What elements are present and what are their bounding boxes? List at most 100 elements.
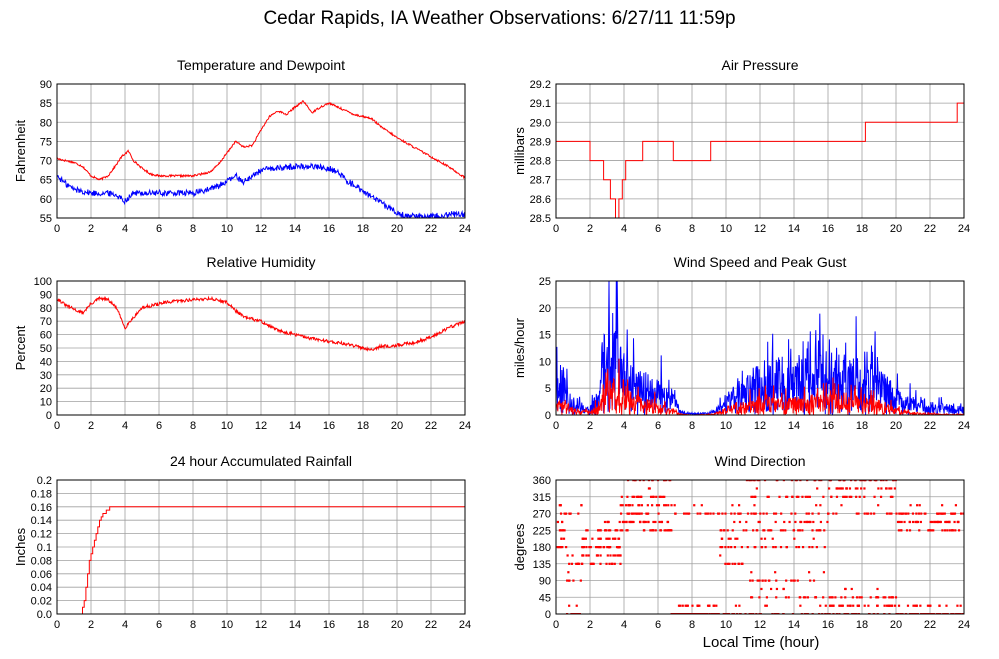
- direction-point: [630, 520, 633, 524]
- direction-point: [890, 596, 893, 599]
- x-tick-label: 6: [655, 619, 661, 631]
- direction-point: [562, 529, 565, 532]
- y-tick-label: 28.7: [530, 175, 551, 187]
- direction-point: [584, 537, 587, 540]
- x-tick-label: 4: [621, 420, 627, 432]
- y-tick-label: 5: [545, 383, 551, 395]
- x-axis-label: Local Time (hour): [702, 634, 820, 651]
- direction-point: [639, 495, 643, 498]
- direction-point: [693, 504, 696, 507]
- direction-point: [849, 604, 852, 607]
- direction-point: [916, 504, 919, 507]
- direction-point: [756, 579, 759, 582]
- direction-point: [658, 495, 661, 498]
- direction-point: [817, 512, 820, 515]
- direction-point: [819, 529, 822, 532]
- direction-point: [877, 504, 880, 507]
- direction-point: [770, 529, 773, 532]
- direction-point: [805, 520, 808, 524]
- y-tick-label: 270: [533, 509, 551, 521]
- direction-point: [867, 604, 870, 607]
- direction-point: [767, 495, 770, 498]
- y-tick-label: 0.02: [31, 596, 52, 608]
- direction-point: [728, 562, 731, 565]
- x-tick-label: 0: [54, 619, 60, 631]
- direction-point: [797, 546, 801, 549]
- direction-point: [893, 487, 896, 490]
- direction-point: [811, 529, 814, 532]
- direction-point: [577, 512, 580, 515]
- y-tick-label: 0.08: [31, 555, 52, 567]
- direction-point: [563, 512, 566, 515]
- direction-point: [820, 480, 823, 482]
- direction-point: [731, 504, 734, 507]
- direction-point: [609, 529, 612, 532]
- y-tick-label: 90: [40, 289, 52, 301]
- direction-point: [860, 596, 863, 599]
- direction-point: [632, 520, 635, 524]
- direction-point: [656, 480, 660, 482]
- direction-point: [787, 596, 790, 599]
- direction-point: [840, 596, 843, 599]
- y-tick-label: 225: [533, 525, 551, 537]
- direction-point: [730, 546, 733, 549]
- y-tick-label: 0.0: [37, 609, 52, 621]
- direction-point: [637, 504, 640, 507]
- direction-point: [696, 512, 699, 515]
- plot-frame: [555, 280, 965, 416]
- direction-point: [558, 529, 561, 532]
- y-axis-label: degrees: [512, 523, 527, 570]
- direction-point: [851, 596, 854, 599]
- direction-point: [941, 529, 944, 532]
- x-tick-label: 12: [255, 223, 267, 235]
- direction-point: [781, 529, 785, 532]
- direction-point: [807, 512, 810, 515]
- direction-point: [651, 495, 654, 498]
- direction-point: [898, 512, 901, 515]
- chart-title: Temperature and Dewpoint: [177, 57, 345, 73]
- x-tick-label: 16: [323, 619, 335, 631]
- direction-point: [860, 487, 863, 490]
- direction-point: [846, 604, 849, 607]
- direction-point: [698, 604, 701, 607]
- x-tick-label: 8: [689, 619, 695, 631]
- direction-point: [891, 596, 894, 599]
- direction-point: [591, 537, 594, 540]
- direction-point: [863, 487, 866, 490]
- y-tick-label: 360: [533, 475, 551, 487]
- direction-point: [911, 512, 915, 515]
- direction-point: [640, 504, 644, 507]
- direction-point: [589, 546, 592, 549]
- x-tick-label: 20: [890, 223, 902, 235]
- direction-point: [585, 546, 588, 549]
- direction-point: [790, 579, 793, 582]
- chart-title: Air Pressure: [721, 57, 798, 73]
- direction-point: [842, 480, 845, 482]
- direction-point: [674, 512, 677, 515]
- y-tick-label: 0: [46, 410, 52, 422]
- direction-point: [614, 554, 617, 557]
- direction-point: [842, 495, 845, 498]
- direction-point: [839, 487, 842, 490]
- direction-point: [606, 554, 609, 557]
- direction-point: [803, 520, 806, 524]
- direction-point: [779, 529, 783, 532]
- direction-point: [760, 537, 763, 540]
- y-tick-label: 28.6: [530, 194, 551, 206]
- direction-point: [562, 537, 566, 540]
- direction-point: [849, 480, 853, 482]
- direction-point: [804, 495, 807, 498]
- direction-point: [869, 480, 872, 482]
- y-axis-label: millibars: [512, 127, 527, 175]
- y-tick-label: 55: [40, 213, 52, 225]
- direction-point: [663, 480, 666, 482]
- direction-point: [760, 546, 763, 549]
- series-rain-0: [57, 506, 465, 614]
- direction-point: [581, 537, 584, 540]
- x-tick-label: 12: [754, 223, 766, 235]
- direction-point: [791, 495, 794, 498]
- direction-point: [727, 537, 730, 540]
- x-tick-label: 18: [856, 223, 868, 235]
- direction-point: [618, 520, 621, 524]
- direction-point: [738, 604, 741, 607]
